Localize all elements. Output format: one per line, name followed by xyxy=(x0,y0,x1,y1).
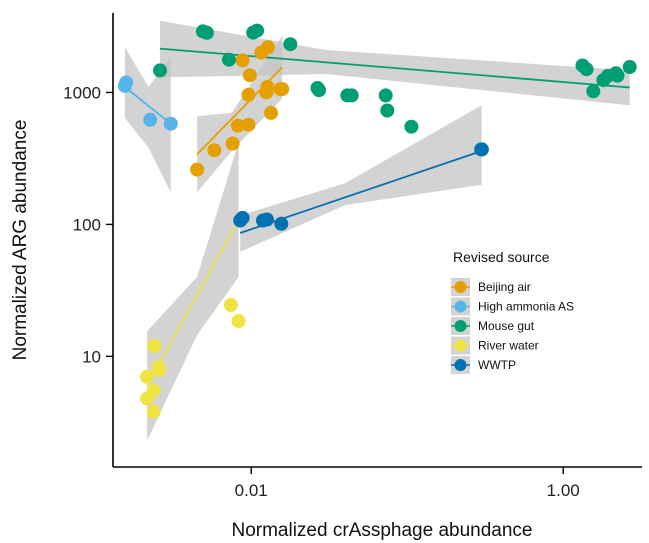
point-beijing-air-9 xyxy=(260,40,275,55)
legend-label-high-ammonia-as: High ammonia AS xyxy=(478,300,574,314)
point-beijing-air-2 xyxy=(225,136,240,151)
point-beijing-air-1 xyxy=(207,143,222,158)
band-mouse-gut xyxy=(160,20,630,106)
y-tick-label: 1000 xyxy=(63,83,101,102)
point-river-water-3 xyxy=(146,404,161,419)
point-wwtp-4 xyxy=(274,216,289,231)
band-river-water xyxy=(147,142,239,441)
point-mouse-gut-6 xyxy=(283,37,298,52)
point-river-water-7 xyxy=(223,298,238,312)
point-high-ammonia-as-1 xyxy=(119,75,134,90)
point-high-ammonia-as-2 xyxy=(143,112,158,127)
y-axis-title: Normalized ARG abundance xyxy=(10,120,31,361)
point-mouse-gut-15 xyxy=(579,62,594,77)
point-mouse-gut-8 xyxy=(312,83,326,98)
y-tick-label: 100 xyxy=(73,215,101,234)
point-beijing-air-3 xyxy=(230,118,245,133)
point-beijing-air-14 xyxy=(275,82,290,97)
legend-label-wwtp: WWTP xyxy=(478,358,516,372)
point-river-water-2 xyxy=(146,383,161,398)
legend-label-mouse-gut: Mouse gut xyxy=(478,319,535,333)
point-mouse-gut-0 xyxy=(153,63,167,78)
point-mouse-gut-21 xyxy=(622,60,637,74)
point-beijing-air-12 xyxy=(264,105,278,120)
y-axis-ticks: 10 100 1000 xyxy=(63,83,113,366)
legend-dot-river-water xyxy=(454,339,467,352)
point-beijing-air-5 xyxy=(235,53,250,68)
point-river-water-6 xyxy=(152,362,167,377)
point-mouse-gut-20 xyxy=(610,68,625,83)
fit-lines xyxy=(124,47,630,387)
point-beijing-air-0 xyxy=(190,162,205,177)
legend-label-river-water: River water xyxy=(478,339,539,353)
point-river-water-8 xyxy=(231,314,246,329)
point-mouse-gut-10 xyxy=(344,88,359,103)
point-wwtp-6 xyxy=(474,142,489,157)
point-mouse-gut-16 xyxy=(586,84,601,99)
x-tick-label: 1.00 xyxy=(547,481,580,500)
point-beijing-air-4 xyxy=(241,117,256,132)
point-beijing-air-11 xyxy=(259,85,274,100)
point-mouse-gut-13 xyxy=(404,119,419,134)
legend: Revised source Beijing air High ammonia A… xyxy=(451,249,574,374)
x-axis-title: Normalized crAssphage abundance xyxy=(231,520,532,541)
legend-dot-mouse-gut xyxy=(454,320,467,332)
point-mouse-gut-5 xyxy=(250,23,265,38)
point-wwtp-1 xyxy=(235,210,250,225)
point-mouse-gut-11 xyxy=(378,88,393,103)
legend-dot-beijing-air xyxy=(454,281,467,293)
y-tick-label: 10 xyxy=(82,347,101,366)
fit-line-high-ammonia-as xyxy=(124,86,172,125)
data-points xyxy=(117,23,637,419)
point-beijing-air-6 xyxy=(241,87,256,102)
point-mouse-gut-3 xyxy=(222,52,236,67)
point-river-water-0 xyxy=(140,369,155,384)
point-high-ammonia-as-3 xyxy=(163,116,178,131)
band-wwtp xyxy=(240,105,482,252)
point-mouse-gut-12 xyxy=(380,103,395,118)
point-wwtp-3 xyxy=(259,212,274,227)
point-river-water-4 xyxy=(147,338,162,353)
x-axis-ticks: 0.01 1.00 xyxy=(235,467,580,500)
point-beijing-air-7 xyxy=(242,68,257,83)
legend-label-beijing-air: Beijing air xyxy=(478,280,531,294)
point-mouse-gut-2 xyxy=(199,25,214,40)
fit-line-river-water xyxy=(146,219,240,387)
legend-dot-wwtp xyxy=(454,359,467,371)
x-tick-label: 0.01 xyxy=(235,481,268,500)
legend-title: Revised source xyxy=(453,249,550,265)
confidence-bands xyxy=(124,20,630,441)
legend-dot-high-ammonia-as xyxy=(454,300,467,313)
